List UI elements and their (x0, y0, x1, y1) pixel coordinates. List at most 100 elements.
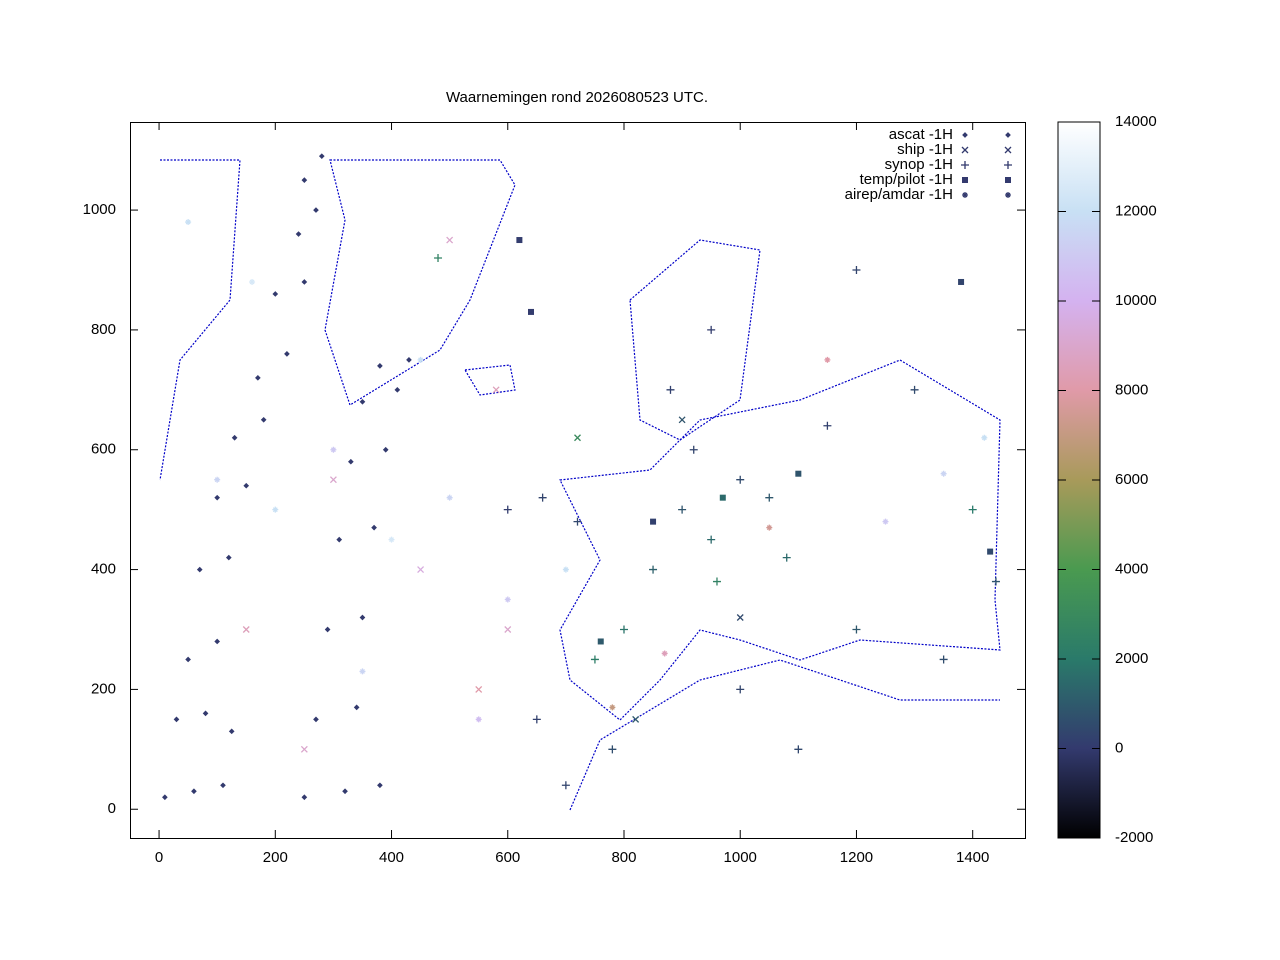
ascat-point (214, 638, 221, 645)
x-point (492, 386, 500, 394)
legend-label: airep/amdar -1H (845, 186, 953, 203)
plus-point (939, 655, 948, 664)
y-tick-label: 400 (91, 561, 116, 578)
points (162, 153, 1000, 801)
plus-point (712, 577, 721, 586)
ascat-point (301, 279, 308, 285)
colorbar-label: 8000 (1115, 381, 1148, 398)
legend-label: ascat -1H (889, 126, 953, 143)
colorbar-label: 6000 (1115, 471, 1148, 488)
map (159, 159, 1001, 811)
colorbar-label: 4000 (1115, 560, 1148, 577)
temp-point (962, 177, 968, 183)
ascat-point (214, 494, 221, 501)
colorbar-label: 0 (1115, 739, 1123, 756)
plus-point (689, 445, 698, 454)
colorbar-label: 10000 (1115, 292, 1157, 309)
temp-point (528, 308, 535, 315)
star-point (388, 536, 395, 543)
plus-point (619, 625, 628, 634)
temp-point (650, 518, 657, 525)
x-point (1004, 146, 1012, 154)
ascat-point (353, 704, 360, 711)
ascat-point (202, 710, 209, 717)
x-tick-label: 800 (611, 849, 636, 866)
x-tick-label: 600 (495, 849, 520, 866)
ascat-point (231, 434, 238, 441)
coastline (629, 239, 761, 441)
x-point (242, 626, 250, 633)
ascat-point (313, 207, 319, 213)
star-point (766, 524, 773, 531)
star-point (446, 494, 453, 501)
plus-point (532, 715, 541, 724)
star-point (214, 476, 221, 483)
plus-point (794, 745, 803, 754)
ascat-point (301, 177, 308, 183)
x-point (446, 236, 454, 244)
x-point (678, 416, 686, 424)
star-point (1005, 192, 1011, 198)
ascat-point (318, 153, 325, 159)
x-point (329, 476, 337, 484)
star-point (417, 356, 424, 363)
ascat-point (185, 656, 191, 663)
ascat-point (371, 524, 377, 531)
plus-point (503, 505, 512, 514)
star-point (940, 470, 947, 477)
x-point (632, 715, 640, 723)
ascat-point (225, 554, 232, 561)
plus-point (561, 781, 570, 790)
plus-point (910, 385, 919, 394)
plus-point (961, 161, 969, 169)
star-point (504, 596, 511, 603)
x-point (961, 146, 969, 154)
temp-point (597, 638, 604, 645)
plus-point (590, 655, 599, 664)
star-point (661, 650, 668, 657)
star-point (272, 506, 279, 513)
star-point (882, 518, 889, 525)
plot-frame (130, 122, 1026, 839)
ascat-point (191, 788, 197, 795)
x-tick-label: 1000 (724, 849, 757, 866)
ascat-point (406, 357, 412, 363)
plus-point (1004, 161, 1012, 169)
coastline (464, 364, 516, 396)
ascat-point (301, 794, 308, 801)
x-tick-label: 400 (379, 849, 404, 866)
ascat-point (228, 728, 235, 735)
legend-label: synop -1H (885, 156, 953, 173)
x-tick-label: 0 (155, 849, 163, 866)
ascat-point (394, 386, 401, 393)
legend-label: ship -1H (897, 141, 953, 158)
x-point (504, 626, 512, 633)
plus-point (434, 254, 443, 263)
plus-point (649, 565, 658, 574)
ascat-point (342, 788, 348, 795)
chart-title: Waarnemingen rond 2026080523 UTC. (446, 89, 708, 106)
x-point (475, 685, 483, 693)
temp-point (987, 548, 994, 555)
temp-point (958, 278, 965, 285)
star-point (249, 278, 256, 285)
x-point (574, 434, 581, 442)
plus-point (707, 535, 716, 544)
star-point (185, 219, 192, 226)
coastline (559, 359, 1001, 721)
ascat-point (1005, 132, 1011, 138)
plus-point (968, 505, 977, 514)
ascat-point (295, 231, 302, 237)
plus-point (707, 325, 716, 334)
plus-point (852, 625, 861, 634)
ascat-point (324, 626, 331, 633)
coastline (324, 159, 516, 406)
y-tick-label: 1000 (83, 201, 116, 218)
x-point (736, 614, 744, 621)
ascat-point (336, 536, 343, 543)
ascat-point (260, 416, 267, 423)
y-tick-label: 600 (91, 441, 116, 458)
plus-point (666, 385, 675, 394)
y-tick-label: 0 (108, 800, 116, 817)
